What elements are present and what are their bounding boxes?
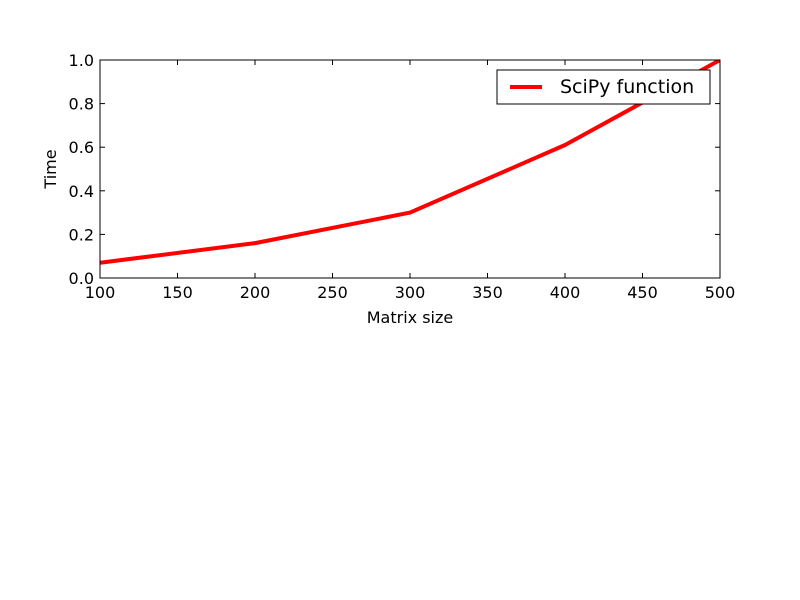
- y-tick-label: 1.0: [69, 51, 94, 70]
- legend: SciPy function: [496, 69, 711, 105]
- y-tick-label: 0.8: [69, 95, 94, 114]
- x-tick-label: 200: [240, 283, 271, 302]
- x-tick-label: 300: [395, 283, 426, 302]
- plot-area: [100, 60, 720, 265]
- y-tick-label: 0.2: [69, 225, 94, 244]
- series-line-0: [100, 60, 720, 265]
- y-tick-label: 0.6: [69, 138, 94, 157]
- legend-label: SciPy function: [560, 76, 694, 98]
- x-tick-label: 400: [550, 283, 581, 302]
- y-tick-label: 0.0: [69, 269, 94, 288]
- x-tick-label: 450: [627, 283, 658, 302]
- y-tick-label: 0.4: [69, 182, 94, 201]
- axis-ticks: 100 150 200 250 300 350 400 450 500 0.0 0.2 0.4 0.6 0…: [69, 51, 736, 302]
- y-axis-label: Time: [41, 149, 60, 189]
- x-tick-label: 250: [317, 283, 348, 302]
- x-tick-label: 100: [85, 283, 116, 302]
- x-tick-label: 150: [162, 283, 193, 302]
- x-tick-label: 500: [705, 283, 736, 302]
- x-tick-label: 350: [472, 283, 503, 302]
- x-axis-label: Matrix size: [367, 308, 453, 327]
